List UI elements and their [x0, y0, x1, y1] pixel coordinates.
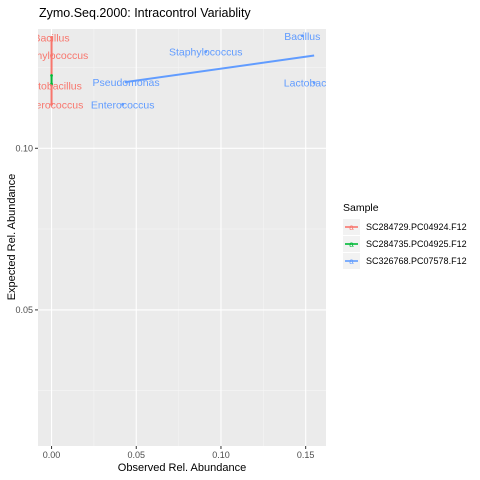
- x-tick-label: 0.05: [127, 450, 145, 460]
- data-point: [50, 102, 53, 106]
- point-label: Bacillus: [33, 32, 69, 44]
- y-tick-label: 0.05: [15, 305, 33, 315]
- legend-key-glyph: a: [349, 240, 354, 249]
- legend-title: Sample: [343, 202, 379, 214]
- point-label: Lactobacillus: [284, 78, 345, 90]
- x-axis-title: Observed Rel. Abundance: [118, 462, 246, 474]
- point-label: Bacillus: [284, 31, 320, 43]
- legend-label: SC326768.PC07578.F12: [366, 256, 467, 266]
- data-point: [124, 80, 128, 84]
- axes: 0.00 0.05 0.10 0.15 0.05 0.10: [15, 143, 314, 460]
- data-point: [300, 34, 304, 38]
- x-tick-label: 0.15: [297, 450, 315, 460]
- legend: Sample a SC284729.PC04924.F12 a SC284735.PC…: [343, 202, 467, 269]
- data-point: [50, 82, 53, 86]
- legend-key-glyph: a: [349, 223, 354, 232]
- plot-panel: [38, 29, 326, 446]
- data-marks: [50, 34, 316, 106]
- data-point: [50, 53, 53, 57]
- point-label: Enterococcus: [91, 99, 155, 111]
- point-label: Enterococcus: [20, 99, 84, 111]
- point-labels: Bacillus Staphylococcus Lactobacillus Enter…: [15, 31, 345, 112]
- point-label: Lactobacillus: [21, 81, 82, 93]
- legend-label: SC284735.PC04925.F12: [366, 239, 467, 249]
- grid: [38, 29, 326, 446]
- data-point: [204, 50, 208, 54]
- data-point: [312, 81, 316, 85]
- chart-title: Zymo.Seq.2000: Intracontrol Variablity: [39, 6, 251, 20]
- point-label: Staphylococcus: [169, 47, 243, 59]
- legend-label: SC284729.PC04924.F12: [366, 222, 467, 232]
- data-point: [121, 102, 125, 106]
- x-tick-label: 0.10: [212, 450, 230, 460]
- data-point: [50, 74, 53, 77]
- y-axis-title: Expected Rel. Abundance: [6, 174, 18, 301]
- x-tick-label: 0.00: [43, 450, 61, 460]
- y-tick-label: 0.10: [15, 143, 33, 153]
- point-label: Pseudomonas: [93, 77, 160, 89]
- point-label: Staphylococcus: [15, 50, 89, 62]
- data-point: [50, 36, 53, 39]
- legend-key-glyph: a: [349, 257, 354, 266]
- series-trend-line: [125, 54, 315, 84]
